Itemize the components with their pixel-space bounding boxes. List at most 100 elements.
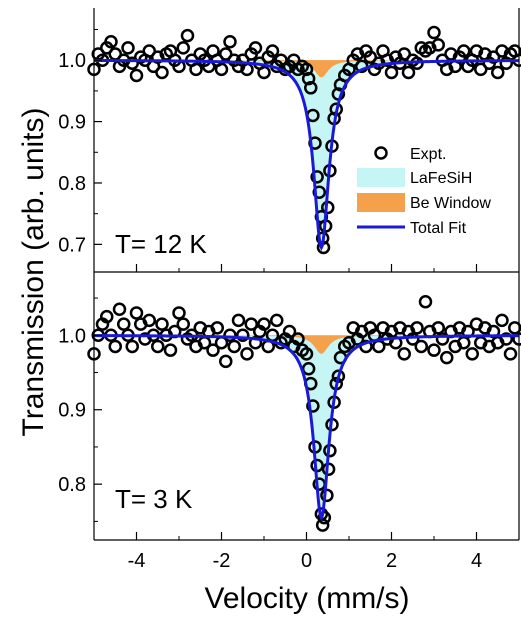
data-point bbox=[244, 317, 258, 331]
data-point bbox=[440, 350, 454, 365]
y-tick-label: 0.9 bbox=[58, 112, 86, 134]
legend-be-window-label: Be Window bbox=[410, 195, 491, 212]
data-point bbox=[282, 324, 297, 339]
total-fit-line bbox=[94, 334, 519, 522]
data-point bbox=[142, 44, 156, 58]
data-point bbox=[363, 50, 377, 64]
y-tick-label: 0.8 bbox=[58, 173, 86, 195]
data-point bbox=[151, 339, 165, 354]
data-point bbox=[129, 306, 144, 320]
data-point bbox=[248, 41, 263, 55]
data-point bbox=[189, 62, 203, 77]
data-point bbox=[163, 343, 178, 357]
total-fit-line bbox=[93, 59, 520, 252]
y-tick-label: 1.0 bbox=[58, 325, 86, 347]
data-point bbox=[180, 28, 195, 43]
data-point bbox=[100, 309, 114, 324]
data-point bbox=[117, 317, 131, 331]
data-point bbox=[129, 68, 144, 83]
legend-expt-label: Expt. bbox=[410, 146, 446, 163]
x-tick-label: 2 bbox=[386, 550, 397, 572]
legend-expt-marker bbox=[374, 146, 388, 160]
data-point bbox=[397, 347, 411, 361]
data-point bbox=[240, 347, 254, 361]
data-point bbox=[299, 347, 314, 361]
data-point bbox=[108, 339, 122, 354]
data-point bbox=[457, 44, 471, 58]
legend-lafesih-label: LaFeSiH bbox=[410, 170, 472, 187]
data-point bbox=[465, 347, 479, 361]
data-point bbox=[414, 339, 428, 354]
y-axis-title: Transmission (arb. units) bbox=[17, 108, 50, 437]
component-fill-lafesih bbox=[94, 335, 519, 511]
data-point bbox=[257, 317, 271, 331]
data-point bbox=[223, 35, 237, 49]
data-point bbox=[315, 518, 330, 532]
data-point bbox=[112, 302, 127, 316]
data-point bbox=[210, 321, 224, 335]
x-axis-title: Velocity (mm/s) bbox=[204, 582, 409, 615]
y-tick-label: 0.7 bbox=[58, 234, 86, 256]
data-point bbox=[310, 170, 324, 184]
data-point bbox=[219, 354, 233, 369]
data-point bbox=[499, 332, 513, 346]
data-point bbox=[304, 81, 318, 95]
data-point bbox=[384, 65, 399, 80]
data-point bbox=[236, 328, 250, 343]
component-fill-be-window bbox=[94, 335, 519, 354]
data-point bbox=[176, 41, 190, 55]
data-point bbox=[125, 339, 139, 354]
x-tick-label: -4 bbox=[128, 550, 146, 572]
data-point bbox=[270, 313, 284, 328]
y-tick-label: 0.8 bbox=[58, 474, 86, 496]
data-point bbox=[431, 38, 445, 52]
y-tick-label: 1.0 bbox=[58, 50, 86, 72]
data-point bbox=[474, 62, 488, 77]
data-point bbox=[406, 332, 420, 346]
data-point bbox=[121, 41, 135, 55]
temperature-label: T= 12 K bbox=[115, 229, 207, 259]
data-point bbox=[312, 185, 326, 199]
data-point bbox=[427, 25, 441, 40]
x-tick-label: 4 bbox=[471, 550, 482, 572]
temperature-label: T= 3 K bbox=[115, 484, 193, 514]
data-point bbox=[491, 65, 505, 80]
x-tick-label: -2 bbox=[213, 550, 231, 572]
legend-total-fit-label: Total Fit bbox=[410, 220, 467, 237]
data-point bbox=[397, 47, 411, 61]
data-point bbox=[320, 488, 334, 503]
x-tick-label: 0 bbox=[301, 550, 312, 572]
data-point bbox=[486, 50, 501, 64]
data-point bbox=[176, 317, 190, 331]
data-point bbox=[306, 399, 320, 413]
data-point bbox=[435, 332, 450, 346]
data-point bbox=[508, 321, 521, 335]
data-point bbox=[291, 332, 305, 346]
data-point bbox=[503, 347, 518, 361]
panel-bottom: 0.8 0.9 1.0 -4 -2 0 2 4 T= 3 K bbox=[58, 272, 521, 572]
data-point bbox=[257, 65, 271, 80]
legend-be-window-swatch bbox=[357, 193, 405, 212]
data-point bbox=[431, 321, 445, 335]
data-point bbox=[248, 335, 263, 350]
data-point bbox=[104, 35, 118, 49]
data-point bbox=[125, 56, 139, 71]
data-point bbox=[155, 317, 169, 331]
data-point bbox=[223, 328, 237, 343]
data-point bbox=[265, 44, 280, 58]
panel-top: 0.7 0.8 0.9 1.0 T= 12 K bbox=[58, 8, 521, 273]
legend-lafesih-swatch bbox=[357, 168, 405, 187]
data-point bbox=[410, 321, 424, 335]
component-fill-lafesih bbox=[94, 60, 519, 239]
data-point bbox=[206, 343, 220, 357]
data-point bbox=[401, 65, 416, 80]
data-point bbox=[155, 65, 169, 80]
data-point bbox=[172, 306, 186, 320]
y-tick-label: 0.9 bbox=[58, 400, 86, 422]
data-point bbox=[427, 343, 441, 357]
legend: Expt. LaFeSiH Be Window Total Fit bbox=[357, 146, 491, 237]
data-point bbox=[142, 313, 156, 328]
data-point bbox=[495, 313, 509, 328]
data-point bbox=[227, 339, 241, 354]
